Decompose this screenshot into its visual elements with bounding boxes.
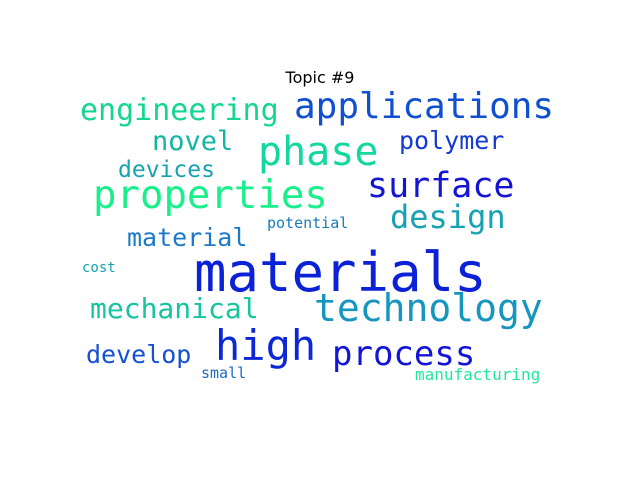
word-surface: surface bbox=[367, 166, 515, 206]
word-develop: develop bbox=[86, 340, 192, 369]
word-applications: applications bbox=[294, 86, 555, 127]
word-novel: novel bbox=[152, 126, 234, 157]
word-cost: cost bbox=[82, 260, 116, 276]
word-mechanical: mechanical bbox=[90, 292, 259, 325]
word-polymer: polymer bbox=[399, 126, 505, 155]
word-high: high bbox=[215, 321, 317, 370]
word-material: material bbox=[127, 223, 248, 252]
word-small: small bbox=[201, 364, 247, 382]
word-phase: phase bbox=[258, 129, 379, 175]
word-properties: properties bbox=[93, 173, 328, 218]
word-technology: technology bbox=[314, 286, 543, 330]
page-title: Topic #9 bbox=[285, 68, 355, 87]
word-design: design bbox=[390, 198, 506, 236]
word-manufacturing: manufacturing bbox=[415, 365, 541, 384]
word-devices: devices bbox=[118, 157, 215, 183]
word-potential: potential bbox=[267, 214, 349, 232]
word-engineering: engineering bbox=[80, 93, 279, 128]
word-process: process bbox=[332, 334, 476, 374]
word-materials: materials bbox=[194, 241, 487, 304]
